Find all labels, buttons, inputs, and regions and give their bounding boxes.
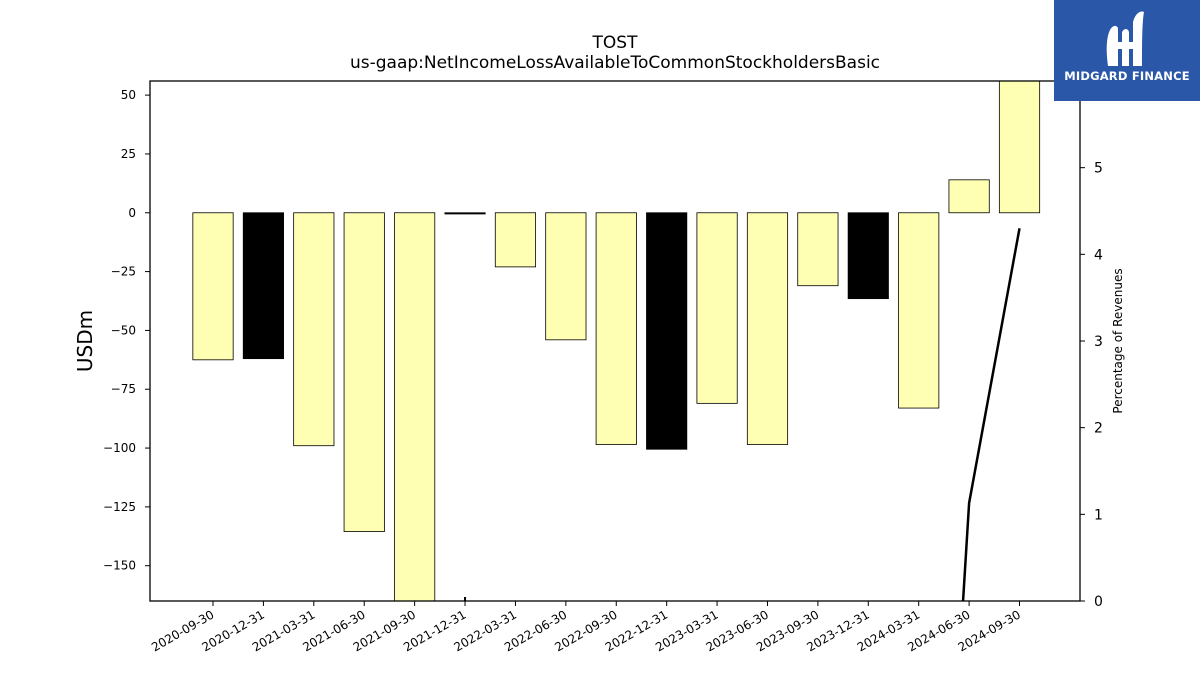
y2-tick-label: 3 — [1094, 334, 1103, 350]
y-tick-label: −25 — [111, 265, 136, 279]
bar-2023-03-31 — [696, 212, 738, 404]
logo-text: MIDGARD FINANCE — [1064, 69, 1190, 83]
bar-2020-09-30 — [192, 212, 234, 361]
bar-2024-06-30 — [948, 179, 990, 214]
percentage-line — [961, 228, 1021, 602]
y-axis-label: USDm — [73, 310, 97, 372]
bar-2021-06-30 — [343, 212, 385, 532]
y2-tick-label: 5 — [1094, 161, 1103, 177]
y2-axis-label: Percentage of Revenues — [1111, 268, 1125, 413]
x-axis-ticks: 2020-09-302020-12-312021-03-312021-06-30… — [149, 601, 1023, 654]
y-tick-label: 0 — [128, 206, 136, 220]
y-tick-label: −50 — [111, 323, 136, 337]
y2-tick-label: 0 — [1094, 594, 1103, 610]
y-tick-label: 50 — [121, 88, 136, 102]
logo-mark-icon — [1106, 11, 1144, 66]
y-tick-label: −100 — [103, 441, 136, 455]
y-tick-label: −150 — [103, 559, 136, 573]
bar-2021-12-31 — [444, 212, 486, 215]
bar-2022-03-31 — [494, 212, 537, 268]
bar-2024-03-31 — [898, 212, 940, 409]
y2-tick-label: 1 — [1094, 507, 1103, 523]
y-tick-label: −125 — [103, 500, 136, 514]
y2-tick-label: 2 — [1094, 421, 1103, 437]
bar-2023-12-31 — [847, 212, 889, 300]
bar-2021-09-30 — [394, 212, 436, 601]
bar-2022-06-30 — [545, 212, 587, 341]
y-tick-label: −75 — [111, 382, 136, 396]
y-axis-ticks: 50 25 0 −25 −50 −75 −100 −125 −150 — [103, 88, 150, 573]
bar-series — [192, 81, 1041, 601]
bar-2022-09-30 — [595, 212, 637, 445]
y-tick-label: 25 — [121, 147, 136, 161]
y2-tick-label: 4 — [1094, 247, 1103, 263]
brand-logo: MIDGARD FINANCE — [1054, 0, 1200, 101]
bar-2023-09-30 — [797, 212, 839, 287]
y2-axis-ticks: 0123456 — [1080, 74, 1103, 610]
plot-frame — [149, 80, 1081, 602]
bar-2024-09-30 — [998, 81, 1041, 214]
bar-2021-03-31 — [293, 212, 335, 447]
bar-2022-12-31 — [646, 212, 688, 450]
chart-title: TOST — [592, 33, 639, 53]
bar-2020-12-31 — [242, 212, 284, 360]
line-series — [464, 228, 1021, 602]
chart-subtitle: us-gaap:NetIncomeLossAvailableToCommonSt… — [350, 53, 880, 73]
bar-2023-06-30 — [746, 212, 789, 445]
